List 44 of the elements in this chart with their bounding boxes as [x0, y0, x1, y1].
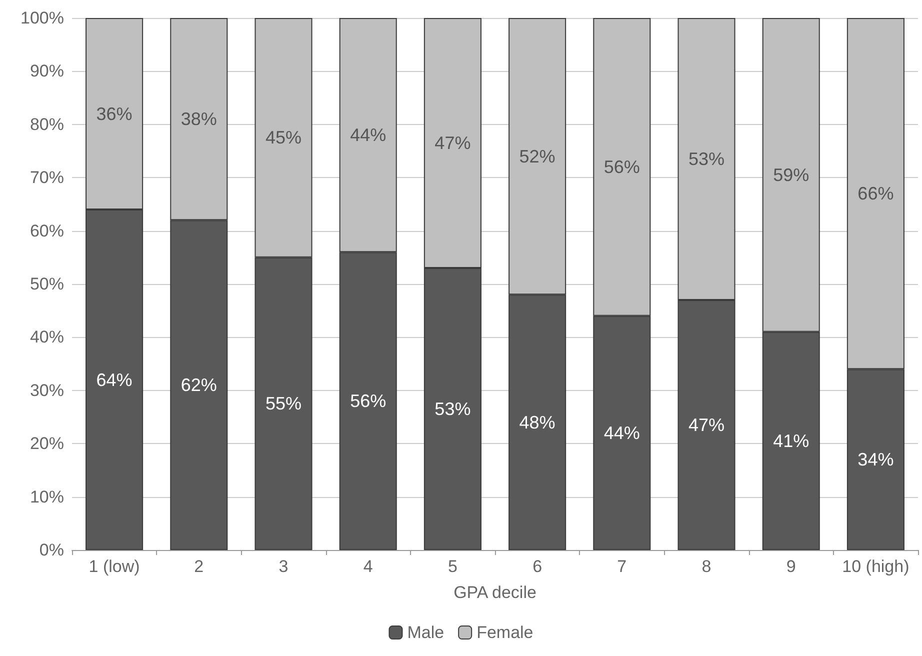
y-tick-label: 0%	[39, 540, 64, 560]
data-label: 47%	[688, 414, 725, 435]
y-tick-label: 20%	[30, 434, 64, 454]
data-label: 64%	[96, 370, 132, 390]
data-label: 44%	[350, 125, 386, 146]
x-tick-label: 3	[278, 557, 288, 576]
legend-label: Male	[407, 623, 444, 642]
y-tick-label: 70%	[30, 168, 64, 188]
data-label: 52%	[519, 146, 556, 166]
x-tick-label: 7	[617, 557, 627, 576]
x-tick-label: 1 (low)	[88, 557, 140, 576]
data-label: 66%	[858, 184, 894, 204]
x-tick-label: 8	[702, 557, 712, 576]
data-label: 34%	[858, 450, 894, 470]
data-label: 41%	[773, 430, 810, 451]
data-label: 53%	[688, 148, 725, 169]
legend-label: Female	[476, 623, 534, 642]
data-label: 38%	[180, 109, 217, 130]
data-label: 44%	[604, 422, 640, 443]
data-label: 56%	[350, 391, 386, 412]
x-tick-label: 10 (high)	[842, 557, 910, 576]
y-tick-label: 40%	[30, 328, 64, 347]
x-axis-title: GPA decile	[454, 583, 536, 602]
data-label: 62%	[180, 375, 217, 396]
data-label: 55%	[265, 394, 302, 414]
y-tick-label: 10%	[30, 487, 64, 506]
x-tick-label: 5	[448, 557, 458, 576]
y-tick-label: 80%	[30, 114, 64, 134]
x-tick-label: 9	[786, 557, 796, 576]
y-tick-label: 60%	[30, 221, 64, 240]
data-label: 36%	[96, 104, 132, 124]
y-tick-label: 30%	[30, 380, 64, 400]
y-tick-label: 90%	[30, 62, 64, 81]
data-label: 45%	[265, 128, 302, 148]
data-label: 56%	[604, 156, 640, 177]
data-label: 53%	[434, 399, 471, 420]
x-tick-label: 6	[532, 557, 542, 576]
data-label: 47%	[434, 133, 471, 154]
data-label: 59%	[773, 164, 810, 185]
y-tick-label: 50%	[30, 274, 64, 294]
x-tick-label: 2	[194, 557, 204, 576]
data-label: 48%	[519, 412, 556, 432]
x-tick-label: 4	[363, 557, 373, 576]
y-tick-label: 100%	[20, 8, 64, 28]
